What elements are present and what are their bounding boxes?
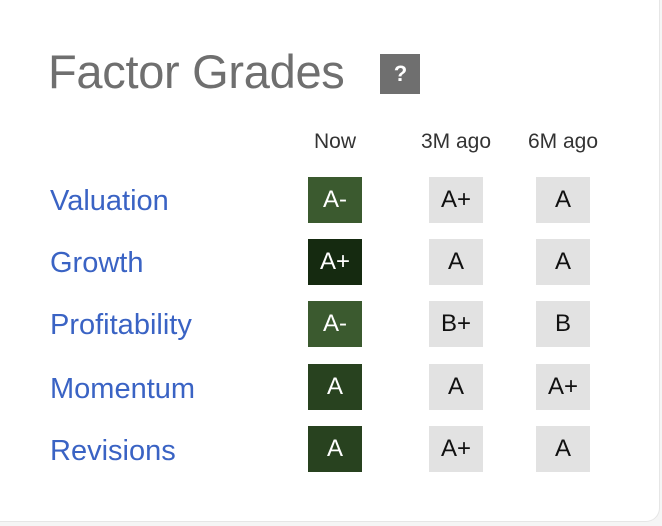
- column-header-6m-ago: 6M ago: [527, 130, 599, 153]
- grade-momentum-now: A: [308, 364, 362, 410]
- grade-momentum-3m-ago: A: [429, 364, 483, 410]
- grade-growth-6m-ago: A: [536, 239, 590, 285]
- factor-link-momentum[interactable]: Momentum: [50, 373, 196, 405]
- grade-momentum-6m-ago: A+: [536, 364, 590, 410]
- grade-valuation-now: A-: [308, 177, 362, 223]
- widget-title: Factor Grades: [48, 45, 345, 98]
- factor-link-profitability[interactable]: Profitability: [50, 309, 192, 341]
- grade-valuation-6m-ago: A: [536, 177, 590, 223]
- grade-revisions-now: A: [308, 426, 362, 472]
- factor-link-revisions[interactable]: Revisions: [50, 435, 176, 467]
- grade-profitability-3m-ago: B+: [429, 301, 483, 347]
- grade-revisions-3m-ago: A+: [429, 426, 483, 472]
- grade-revisions-6m-ago: A: [536, 426, 590, 472]
- grade-growth-now: A+: [308, 239, 362, 285]
- grade-growth-3m-ago: A: [429, 239, 483, 285]
- grade-valuation-3m-ago: A+: [429, 177, 483, 223]
- column-header-3m-ago: 3M ago: [420, 130, 492, 153]
- help-icon[interactable]: ?: [380, 54, 421, 94]
- title-row: Factor Grades ?: [48, 42, 421, 102]
- column-header-now: Now: [313, 130, 356, 153]
- factor-link-valuation[interactable]: Valuation: [50, 185, 169, 217]
- grade-profitability-now: A-: [308, 301, 362, 347]
- grade-profitability-6m-ago: B: [536, 301, 590, 347]
- factor-link-growth[interactable]: Growth: [50, 247, 144, 279]
